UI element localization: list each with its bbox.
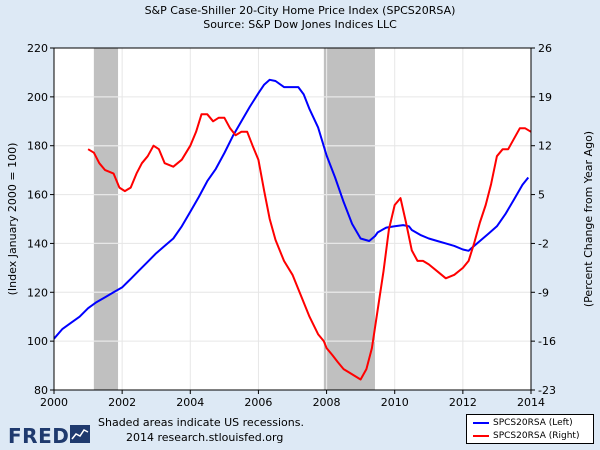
- y-tick-label-left: 180: [27, 140, 48, 153]
- recession-band-0: [93, 48, 119, 390]
- chart-title: S&P Case-Shiller 20-City Home Price Inde…: [145, 4, 456, 17]
- series-line-right: [87, 113, 532, 381]
- recession-note: Shaded areas indicate US recessions.: [98, 416, 304, 429]
- legend-item-right: SPCS20RSA (Right): [473, 431, 579, 441]
- y-tick-label-right: 5: [538, 189, 545, 202]
- y-axis-label-right: (Percent Change from Year Ago): [582, 131, 595, 307]
- y-tick-label-right: 19: [538, 91, 552, 104]
- legend-label-right: SPCS20RSA (Right): [493, 431, 580, 441]
- legend: SPCS20RSA (Left) SPCS20RSA (Right): [466, 414, 594, 444]
- y-tick-label-left: 100: [27, 335, 48, 348]
- y-tick-label-right: -23: [538, 384, 556, 397]
- y-tick-label-right: -2: [538, 237, 549, 250]
- plot-background: [54, 48, 531, 390]
- y-tick-label-left: 140: [27, 237, 48, 250]
- x-tick-label: 2012: [449, 396, 477, 409]
- x-tick-label: 2006: [244, 396, 272, 409]
- y-tick-label-left: 160: [27, 189, 48, 202]
- x-tick-label: 2014: [517, 396, 545, 409]
- y-tick-label-left: 120: [27, 286, 48, 299]
- y-tick-label-right: 12: [538, 140, 552, 153]
- x-tick-label: 2000: [40, 396, 68, 409]
- legend-label-left: SPCS20RSA (Left): [493, 418, 573, 428]
- y-tick-label-right: -16: [538, 335, 556, 348]
- x-tick-label: 2008: [313, 396, 341, 409]
- plot-frame: [53, 47, 532, 391]
- fred-chart-icon: [70, 425, 90, 443]
- chart-subtitle: Source: S&P Dow Jones Indices LLC: [203, 18, 397, 31]
- y-tick-label-left: 220: [27, 42, 48, 55]
- y-axis-label-left: (Index January 2000 = 100): [6, 143, 19, 296]
- legend-swatch-red: [473, 434, 489, 437]
- y-tick-label-right: 26: [538, 42, 552, 55]
- fred-logo: FRED: [8, 424, 70, 448]
- x-tick-label: 2004: [176, 396, 204, 409]
- legend-swatch-blue: [473, 421, 489, 424]
- y-tick-label-left: 80: [34, 384, 48, 397]
- source-line: 2014 research.stlouisfed.org: [126, 431, 284, 444]
- y-tick-label-right: -9: [538, 286, 549, 299]
- legend-item-left: SPCS20RSA (Left): [473, 418, 573, 428]
- series-line-left: [53, 78, 530, 340]
- x-tick-label: 2002: [108, 396, 136, 409]
- y-tick-label-left: 200: [27, 91, 48, 104]
- x-tick-label: 2010: [381, 396, 409, 409]
